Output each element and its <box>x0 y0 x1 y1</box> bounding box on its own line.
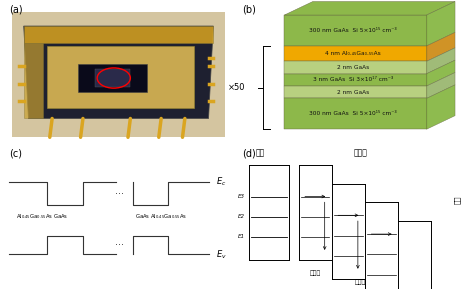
Polygon shape <box>284 15 427 46</box>
Polygon shape <box>284 74 427 86</box>
Polygon shape <box>78 64 147 92</box>
Text: 2 nm GaAs: 2 nm GaAs <box>337 65 369 70</box>
Polygon shape <box>12 12 225 137</box>
Polygon shape <box>24 43 43 118</box>
Text: E1: E1 <box>238 234 245 240</box>
Text: 4 nm Al₀.₄₅Ga₀.₅₅As: 4 nm Al₀.₄₅Ga₀.₅₅As <box>325 51 381 56</box>
Text: 阴极: 阴极 <box>454 195 461 204</box>
Text: 300 nm GaAs  Si 5×10¹⁵ cm⁻³: 300 nm GaAs Si 5×10¹⁵ cm⁻³ <box>309 111 397 116</box>
Polygon shape <box>284 46 427 61</box>
Text: E2: E2 <box>238 214 245 219</box>
Text: 岭边界: 岭边界 <box>353 149 367 158</box>
Polygon shape <box>427 85 455 129</box>
Text: 阳极: 阳极 <box>256 149 265 158</box>
Text: ×50: ×50 <box>228 83 246 92</box>
Text: (d): (d) <box>242 149 255 159</box>
Polygon shape <box>284 61 427 74</box>
Polygon shape <box>284 98 427 129</box>
Text: (c): (c) <box>9 149 22 159</box>
Text: ···: ··· <box>115 189 124 199</box>
Text: 高场岭: 高场岭 <box>355 279 366 285</box>
Polygon shape <box>284 86 427 98</box>
Text: 2 nm GaAs: 2 nm GaAs <box>337 90 369 95</box>
Text: ···: ··· <box>115 240 124 250</box>
Text: GaAs Al$_{0.45}$Ga$_{0.55}$As: GaAs Al$_{0.45}$Ga$_{0.55}$As <box>135 212 187 221</box>
Polygon shape <box>284 1 455 15</box>
Polygon shape <box>47 46 194 108</box>
Text: E3: E3 <box>238 194 245 199</box>
Text: (b): (b) <box>242 5 255 14</box>
Text: (a): (a) <box>9 4 23 14</box>
Text: 300 nm GaAs  Si 5×10¹⁵ cm⁻³: 300 nm GaAs Si 5×10¹⁵ cm⁻³ <box>309 28 397 33</box>
Polygon shape <box>427 32 455 61</box>
Polygon shape <box>427 1 455 46</box>
Text: 3 nm GaAs  Si 3×10¹⁷ cm⁻³: 3 nm GaAs Si 3×10¹⁷ cm⁻³ <box>313 77 393 82</box>
Polygon shape <box>24 26 213 43</box>
Text: $E_c$: $E_c$ <box>216 176 226 188</box>
Polygon shape <box>427 60 455 86</box>
Text: Al$_{0.45}$Ga$_{0.55}$As GaAs: Al$_{0.45}$Ga$_{0.55}$As GaAs <box>17 212 69 221</box>
Polygon shape <box>427 73 455 98</box>
Polygon shape <box>24 26 213 118</box>
Text: 低场岭: 低场岭 <box>310 270 321 276</box>
Polygon shape <box>427 48 455 74</box>
Text: $E_v$: $E_v$ <box>216 248 227 261</box>
Polygon shape <box>95 69 130 87</box>
